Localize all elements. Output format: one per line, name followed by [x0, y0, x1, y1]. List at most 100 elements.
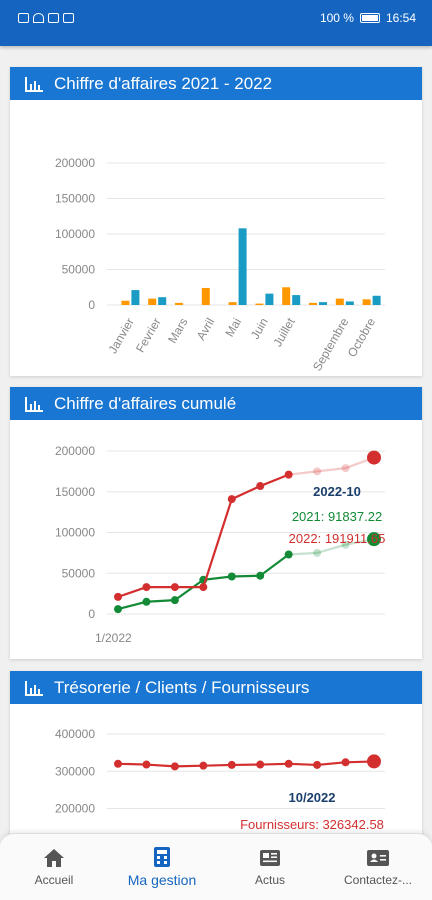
nav-label: Ma gestion	[127, 872, 197, 888]
x-tick-label: Mars	[165, 316, 190, 346]
data-point	[256, 760, 265, 769]
data-point	[142, 597, 151, 606]
data-point	[170, 596, 179, 605]
bar	[201, 287, 210, 305]
data-point	[114, 759, 122, 768]
y-tick-label: 200000	[55, 802, 95, 816]
data-point	[313, 467, 322, 476]
data-point	[367, 532, 381, 547]
nav-accueil[interactable]: Accueil	[0, 834, 108, 900]
y-tick-label: 150000	[55, 192, 95, 206]
tooltip-line: Fournisseurs: 326342.58	[240, 817, 384, 832]
bar	[175, 302, 183, 305]
bar	[255, 303, 264, 305]
contact-card-icon	[367, 850, 389, 866]
data-point	[367, 754, 381, 769]
bar	[372, 295, 381, 305]
data-point	[313, 548, 322, 557]
bar	[158, 297, 167, 305]
data-point	[313, 760, 322, 769]
y-tick-label: 200000	[55, 156, 95, 170]
news-icon	[260, 850, 280, 866]
mail-icon	[48, 13, 59, 23]
nav-ma-gestion[interactable]: Ma gestion	[108, 834, 216, 900]
nav-label: Accueil	[34, 873, 74, 887]
data-point	[256, 482, 265, 491]
battery-icon	[359, 13, 380, 23]
x-tick-label: Fevrier	[133, 316, 164, 355]
notification-icons	[18, 13, 74, 23]
data-point	[142, 583, 151, 592]
data-point	[170, 762, 179, 771]
series-line-faded	[288, 456, 375, 476]
status-bar: 100 % 16:54	[0, 0, 432, 36]
data-point	[170, 583, 179, 592]
card-title: Chiffre d'affaires cumulé	[54, 393, 237, 413]
data-point	[341, 540, 350, 549]
series-line-faded	[288, 538, 375, 556]
bar	[238, 228, 247, 305]
nav-contact[interactable]: Contactez-...	[324, 834, 432, 900]
y-tick-label: 100000	[55, 227, 95, 241]
treasury-line-chart[interactable]: 010000020000030000040000010/2022Fourniss…	[10, 704, 422, 841]
bar-chart-icon	[25, 76, 43, 92]
data-point	[114, 592, 122, 601]
bar	[228, 302, 237, 305]
cumulative-line-chart[interactable]: 0 50000 100000 150000 200000 1/2022 2022-10 202…	[10, 420, 422, 659]
bar	[148, 298, 157, 305]
treasury-card: Trésorerie / Clients / Fournisseurs 0100…	[10, 671, 422, 841]
x-tick-label: Mai	[222, 316, 244, 340]
wifi-icon	[33, 13, 44, 23]
data-point	[284, 470, 293, 479]
card-title: Trésorerie / Clients / Fournisseurs	[54, 677, 310, 697]
x-tick-label: Septembre	[310, 315, 352, 373]
revenue-card: Chiffre d'affaires 2021 - 2022 0 50000 100…	[10, 67, 422, 376]
y-tick-label: 50000	[62, 566, 96, 580]
nav-label: Contactez-...	[343, 873, 413, 887]
nav-label: Actus	[254, 873, 285, 887]
data-point	[284, 550, 293, 559]
bar-chart-icon	[25, 396, 43, 412]
tooltip-title: 2022-10	[313, 484, 361, 499]
bar-chart-icon	[25, 680, 43, 696]
clock: 16:54	[385, 11, 416, 25]
battery-level: 100 %	[319, 11, 354, 25]
tooltip-title: 10/2022	[289, 790, 336, 805]
y-tick-label: 200000	[55, 444, 95, 458]
data-point	[284, 759, 293, 768]
bar	[362, 299, 371, 305]
bar	[345, 301, 354, 305]
series-line	[117, 760, 375, 768]
data-point	[199, 761, 208, 770]
y-tick-label: 50000	[62, 263, 96, 277]
app-bar	[0, 36, 432, 46]
bar	[121, 300, 130, 305]
x-tick-label: Janvier	[106, 316, 137, 357]
data-point	[341, 464, 350, 473]
nav-actus[interactable]: Actus	[216, 834, 324, 900]
card-header: Chiffre d'affaires 2021 - 2022	[10, 67, 422, 100]
bar	[265, 293, 274, 305]
data-point	[227, 495, 236, 504]
data-point	[142, 760, 151, 769]
bar	[282, 287, 291, 305]
data-point	[199, 583, 208, 592]
y-tick-label: 100000	[55, 526, 95, 540]
bar	[319, 302, 327, 305]
tooltip-line: 2022: 191911.65	[289, 531, 386, 546]
data-point	[227, 572, 236, 581]
notification-icon	[18, 13, 29, 23]
y-tick-label: 150000	[55, 485, 95, 499]
y-tick-label: 0	[88, 607, 95, 621]
bottom-navigation: Accueil Ma gestion Actus Contactez-...	[0, 833, 432, 900]
mail-icon	[63, 13, 74, 23]
calculator-icon	[154, 847, 170, 867]
cumulative-card: Chiffre d'affaires cumulé 0 50000 100000 15…	[10, 387, 422, 659]
bar	[131, 290, 140, 305]
data-point	[227, 760, 236, 769]
data-point	[367, 450, 381, 465]
y-tick-label: 400000	[55, 727, 95, 741]
card-title: Chiffre d'affaires 2021 - 2022	[54, 73, 273, 93]
data-point	[114, 605, 122, 614]
